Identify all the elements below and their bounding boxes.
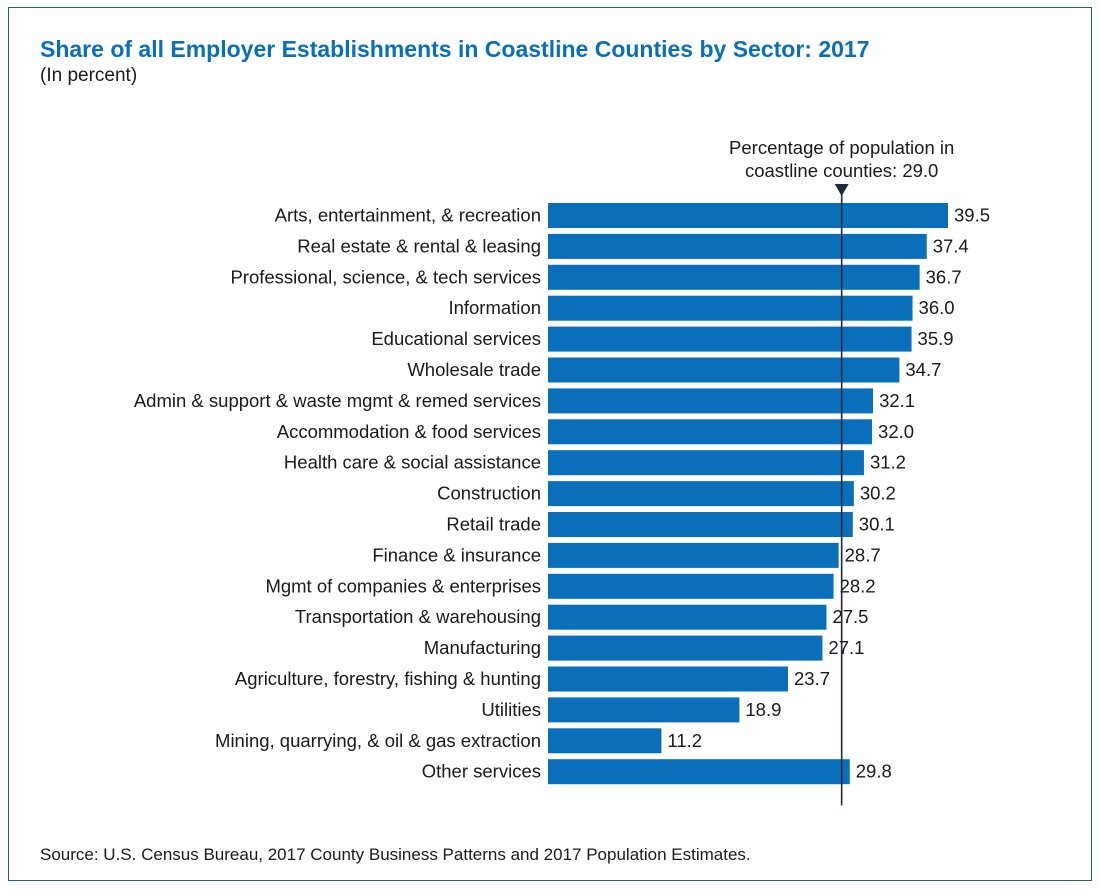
bar — [548, 481, 854, 507]
value-label: 29.8 — [856, 761, 892, 782]
chart-subtitle: (In percent) — [40, 65, 138, 86]
bar — [548, 573, 834, 599]
category-label: Real estate & rental & leasing — [297, 235, 541, 256]
value-label: 18.9 — [745, 699, 781, 720]
bar — [548, 728, 662, 754]
category-label: Arts, entertainment, & recreation — [275, 205, 541, 226]
category-label: Professional, science, & tech services — [230, 266, 541, 287]
bar — [548, 512, 853, 537]
value-label: 32.1 — [879, 390, 915, 411]
value-label: 27.5 — [832, 606, 868, 627]
reference-line-label: coastline counties: 29.0 — [745, 160, 938, 181]
bar — [548, 295, 913, 321]
chart-title: Share of all Employer Establishments in … — [40, 36, 870, 62]
category-label: Retail trade — [446, 514, 541, 535]
category-label: Admin & support & waste mgmt & remed ser… — [134, 390, 541, 411]
value-label: 28.2 — [840, 575, 876, 596]
value-label: 35.9 — [918, 328, 954, 349]
category-label: Wholesale trade — [407, 359, 541, 380]
category-label: Mining, quarrying, & oil & gas extractio… — [215, 730, 541, 751]
bar — [548, 635, 823, 661]
value-label: 11.2 — [667, 730, 702, 751]
bar — [548, 357, 900, 383]
category-label: Construction — [437, 483, 541, 504]
value-label: 37.4 — [933, 235, 969, 256]
bar — [548, 450, 864, 476]
bar — [548, 203, 948, 228]
value-label: 28.7 — [845, 544, 881, 565]
chart-frame — [8, 7, 1092, 881]
value-label: 27.1 — [828, 637, 864, 658]
reference-marker-icon — [834, 184, 849, 196]
category-label: Information — [448, 297, 541, 318]
value-label: 36.0 — [919, 297, 955, 318]
value-label: 30.1 — [859, 514, 895, 535]
bar — [548, 264, 920, 290]
value-label: 39.5 — [954, 205, 990, 226]
value-label: 32.0 — [878, 421, 914, 442]
reference-line-label: Percentage of population in — [729, 137, 954, 158]
bar — [548, 419, 873, 445]
bar — [548, 542, 839, 568]
value-label: 34.7 — [905, 359, 941, 380]
value-label: 23.7 — [794, 668, 830, 689]
category-label: Accommodation & food services — [277, 421, 541, 442]
bar — [548, 326, 912, 352]
category-label: Transportation & warehousing — [295, 606, 541, 627]
category-label: Manufacturing — [424, 637, 541, 658]
category-label: Finance & insurance — [372, 544, 541, 565]
category-label: Educational services — [371, 328, 541, 349]
category-label: Other services — [422, 761, 541, 782]
value-label: 31.2 — [870, 452, 906, 473]
category-label: Agriculture, forestry, fishing & hunting — [235, 668, 541, 689]
bar — [548, 697, 740, 723]
bar — [548, 604, 827, 630]
category-label: Health care & social assistance — [284, 452, 541, 473]
bar — [548, 666, 788, 692]
bar — [548, 759, 850, 785]
source-note: Source: U.S. Census Bureau, 2017 County … — [40, 845, 751, 864]
bar — [548, 233, 927, 259]
value-label: 30.2 — [860, 483, 896, 504]
value-label: 36.7 — [926, 266, 962, 287]
category-label: Utilities — [481, 699, 541, 720]
category-label: Mgmt of companies & enterprises — [265, 575, 541, 596]
bar — [548, 388, 874, 414]
